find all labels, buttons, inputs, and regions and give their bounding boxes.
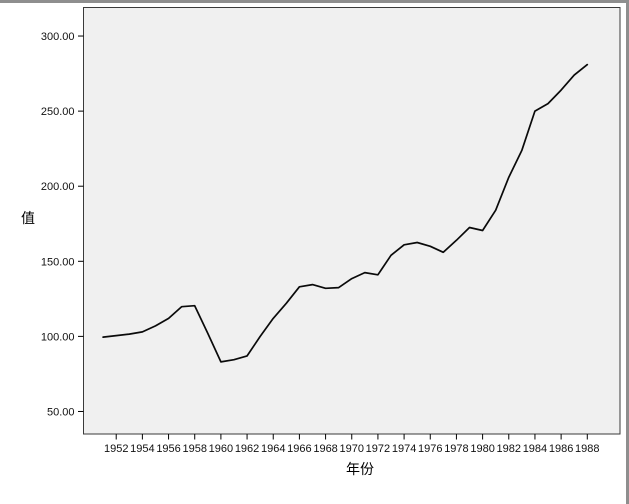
x-axis-tick-label: 1988 — [575, 443, 599, 455]
plot-area — [83, 7, 621, 435]
x-axis-tick-label: 1986 — [549, 443, 573, 455]
x-axis-tick-label: 1970 — [340, 443, 364, 455]
x-axis-tick-label: 1962 — [235, 443, 259, 455]
y-axis-tick-label: 300.00 — [41, 31, 75, 43]
x-axis-tick-label: 1982 — [497, 443, 521, 455]
x-axis-tick-label: 1968 — [313, 443, 337, 455]
x-axis-tick-label: 1954 — [130, 443, 154, 455]
x-axis-tick-label: 1964 — [261, 443, 285, 455]
x-axis-tick-label: 1958 — [182, 443, 206, 455]
x-axis-tick-label: 1974 — [392, 443, 416, 455]
y-axis-tick-label: 250.00 — [41, 106, 75, 118]
y-axis-tick-label: 200.00 — [41, 181, 75, 193]
data-series-line — [102, 63, 589, 363]
x-axis-tick-label: 1980 — [470, 443, 494, 455]
y-axis-tick-label: 50.00 — [47, 406, 75, 418]
y-axis-tick-label: 150.00 — [41, 256, 75, 268]
x-axis-tick-label: 1960 — [209, 443, 233, 455]
x-axis-tick-label: 1976 — [418, 443, 442, 455]
x-axis-tick-label: 1966 — [287, 443, 311, 455]
y-axis-title: 值 — [21, 212, 35, 227]
x-axis-tick-label: 1956 — [156, 443, 180, 455]
x-axis-tick-label: 1952 — [104, 443, 128, 455]
x-axis-tick-label: 1978 — [444, 443, 468, 455]
x-axis-tick-label: 1972 — [366, 443, 390, 455]
x-axis-title: 年份 — [346, 463, 374, 478]
x-axis-tick-label: 1984 — [523, 443, 547, 455]
y-axis-tick-label: 100.00 — [41, 331, 75, 343]
